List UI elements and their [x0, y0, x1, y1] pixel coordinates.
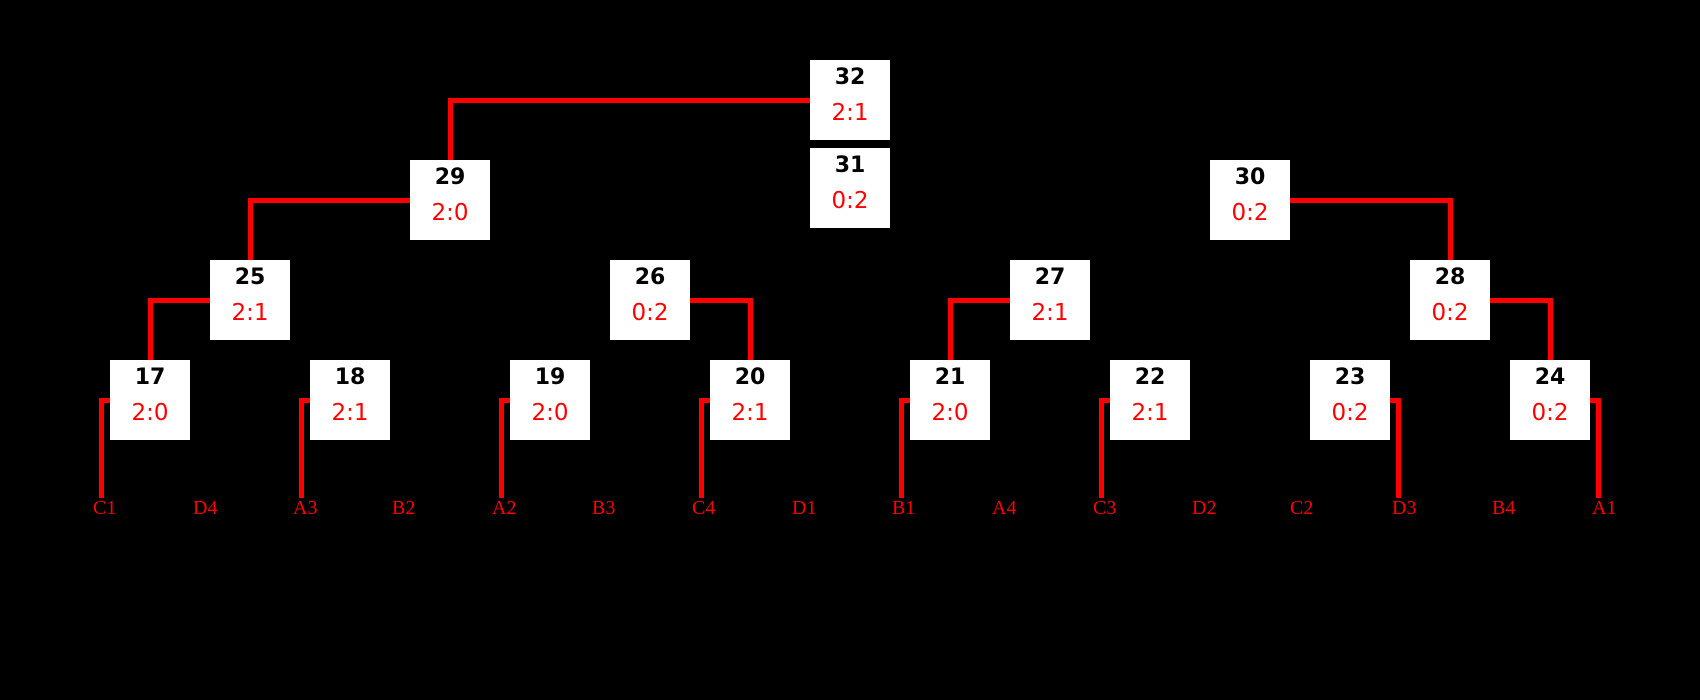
winner-line-b1-vertical — [899, 398, 904, 498]
match-score: 2:1 — [231, 300, 269, 326]
winner-line-25-to-29-vertical — [248, 198, 253, 260]
winner-line-20-to-26-horizontal — [690, 298, 753, 303]
winner-line-28-to-30-horizontal — [1290, 198, 1453, 203]
match-number: 30 — [1234, 165, 1266, 190]
winner-line-d3-vertical — [1396, 398, 1401, 498]
team-label-a1: A1 — [1592, 497, 1617, 519]
match-box-24: 24 0:2 — [1510, 360, 1590, 440]
match-box-32-final: 32 2:1 — [810, 60, 890, 140]
match-score: 2:1 — [831, 100, 869, 126]
team-label-d2: D2 — [1192, 497, 1217, 519]
match-score: 0:2 — [1331, 400, 1369, 426]
match-number: 26 — [634, 265, 666, 290]
match-score: 2:1 — [1131, 400, 1169, 426]
match-score: 0:2 — [831, 188, 869, 214]
match-score: 2:1 — [1031, 300, 1069, 326]
winner-line-29-to-32-vertical — [448, 98, 453, 160]
winner-line-c3-vertical — [1099, 398, 1104, 498]
match-number: 22 — [1134, 365, 1166, 390]
match-box-21: 21 2:0 — [910, 360, 990, 440]
team-label-a4: A4 — [992, 497, 1017, 519]
match-number: 21 — [934, 365, 966, 390]
match-number: 24 — [1534, 365, 1566, 390]
match-box-19: 19 2:0 — [510, 360, 590, 440]
match-number: 19 — [534, 365, 566, 390]
team-label-b4: B4 — [1492, 497, 1516, 519]
match-box-22: 22 2:1 — [1110, 360, 1190, 440]
match-number: 28 — [1434, 265, 1466, 290]
match-score: 2:0 — [531, 400, 569, 426]
match-score: 0:2 — [1431, 300, 1469, 326]
winner-line-c1-vertical — [99, 398, 104, 498]
winner-line-c3-horizontal — [1099, 398, 1110, 403]
match-box-18: 18 2:1 — [310, 360, 390, 440]
match-box-20: 20 2:1 — [710, 360, 790, 440]
winner-line-d3-horizontal — [1390, 398, 1401, 403]
winner-line-a1-horizontal — [1590, 398, 1601, 403]
winner-line-20-to-26-vertical — [748, 298, 753, 360]
match-number: 17 — [134, 365, 166, 390]
winner-line-28-to-30-vertical — [1448, 198, 1453, 260]
match-score: 2:0 — [931, 400, 969, 426]
match-box-30: 30 0:2 — [1210, 160, 1290, 240]
match-score: 2:1 — [731, 400, 769, 426]
match-number: 23 — [1334, 365, 1366, 390]
match-score: 2:0 — [131, 400, 169, 426]
winner-line-c4-vertical — [699, 398, 704, 498]
winner-line-21-to-27-horizontal — [948, 298, 1010, 303]
winner-line-c4-horizontal — [699, 398, 710, 403]
match-number: 18 — [334, 365, 366, 390]
match-number: 25 — [234, 265, 266, 290]
match-box-26: 26 0:2 — [610, 260, 690, 340]
winner-line-24-to-28-vertical — [1548, 298, 1553, 360]
winner-line-a3-vertical — [299, 398, 304, 498]
match-number: 20 — [734, 365, 766, 390]
match-score: 2:1 — [331, 400, 369, 426]
team-label-c4: C4 — [692, 497, 716, 519]
team-label-d1: D1 — [792, 497, 817, 519]
team-label-a2: A2 — [492, 497, 517, 519]
winner-line-c1-horizontal — [99, 398, 110, 403]
team-label-b3: B3 — [592, 497, 616, 519]
match-box-17: 17 2:0 — [110, 360, 190, 440]
winner-line-24-to-28-horizontal — [1490, 298, 1553, 303]
winner-line-29-to-32-horizontal — [448, 98, 810, 103]
team-label-c1: C1 — [93, 497, 117, 519]
winner-line-25-to-29-horizontal — [248, 198, 410, 203]
team-label-b1: B1 — [892, 497, 916, 519]
match-score: 0:2 — [1231, 200, 1269, 226]
team-label-b2: B2 — [392, 497, 416, 519]
match-box-27: 27 2:1 — [1010, 260, 1090, 340]
match-box-25: 25 2:1 — [210, 260, 290, 340]
team-label-d3: D3 — [1392, 497, 1417, 519]
match-number: 32 — [834, 65, 866, 90]
match-box-29: 29 2:0 — [410, 160, 490, 240]
winner-line-21-to-27-vertical — [948, 298, 953, 360]
winner-line-17-to-25-horizontal — [148, 298, 210, 303]
match-score: 0:2 — [1531, 400, 1569, 426]
winner-line-17-to-25-vertical — [148, 298, 153, 360]
match-box-23: 23 0:2 — [1310, 360, 1390, 440]
winner-line-b1-horizontal — [899, 398, 910, 403]
winner-line-a3-horizontal — [299, 398, 310, 403]
winner-line-a1-vertical — [1596, 398, 1601, 498]
match-score: 2:0 — [431, 200, 469, 226]
match-box-31-third-place: 31 0:2 — [810, 148, 890, 228]
winner-line-a2-vertical — [499, 398, 504, 498]
team-label-c2: C2 — [1290, 497, 1314, 519]
match-score: 0:2 — [631, 300, 669, 326]
match-box-28: 28 0:2 — [1410, 260, 1490, 340]
match-number: 27 — [1034, 265, 1066, 290]
team-label-c3: C3 — [1093, 497, 1117, 519]
team-label-a3: A3 — [293, 497, 318, 519]
match-number: 31 — [834, 153, 866, 178]
winner-line-a2-horizontal — [499, 398, 510, 403]
team-label-d4: D4 — [193, 497, 218, 519]
match-number: 29 — [434, 165, 466, 190]
